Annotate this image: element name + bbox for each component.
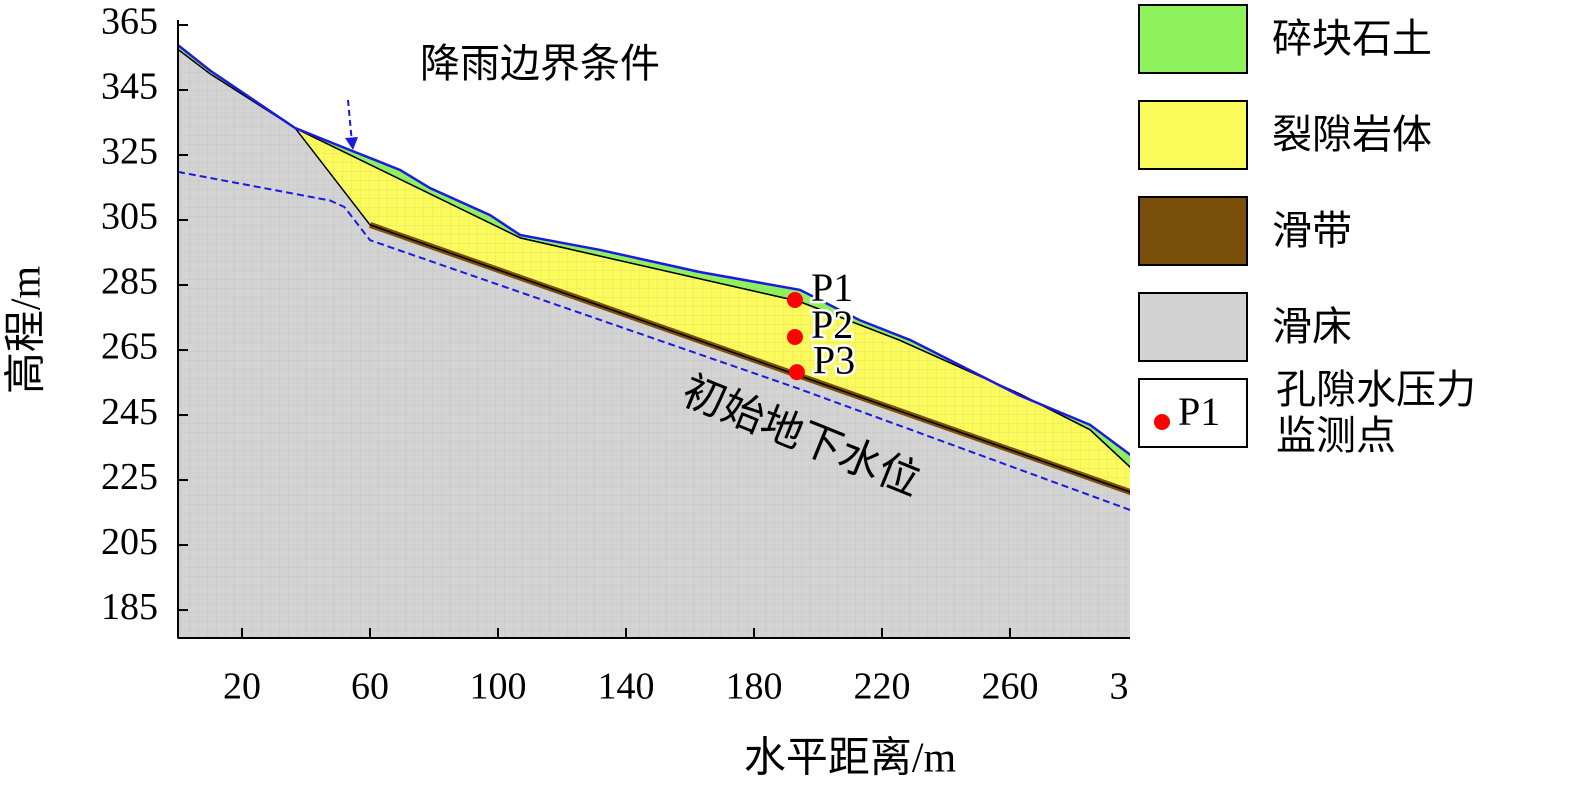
legend-sample-label: P1 [1178, 389, 1221, 434]
x-tick-label: 60 [351, 666, 389, 708]
legend: 碎块石土裂隙岩体滑带滑床 P1 孔隙水压力监测点 [1138, 4, 1568, 475]
x-axis-label: 水平距离/m [744, 735, 957, 782]
legend-swatch [1138, 100, 1248, 170]
x-tick-label: 300 [1110, 666, 1131, 708]
x-tick-label: 100 [470, 666, 527, 708]
legend-swatch: P1 [1138, 378, 1248, 448]
point-label: P2 [811, 302, 853, 347]
y-tick-label: 285 [101, 261, 158, 303]
y-tick-label: 225 [101, 456, 158, 498]
legend-label: 滑床 [1272, 304, 1352, 349]
monitoring-point [786, 291, 803, 308]
y-tick-label: 365 [101, 1, 158, 43]
y-tick-label: 185 [101, 586, 158, 628]
y-axis-label: 高程/m [4, 266, 50, 395]
monitoring-point [788, 364, 805, 381]
legend-label: 孔隙水压力监测点 [1276, 367, 1476, 458]
legend-item: P1 孔隙水压力监测点 [1138, 367, 1568, 458]
y-tick-label: 265 [101, 326, 158, 368]
rain-arrow [347, 99, 353, 144]
y-tick-label: 325 [101, 131, 158, 173]
rain-boundary [177, 44, 1130, 457]
legend-swatch [1138, 292, 1248, 362]
legend-item: 裂隙岩体 [1138, 100, 1568, 170]
y-tick-label: 205 [101, 521, 158, 563]
legend-dot [1154, 414, 1170, 430]
legend-label: 裂隙岩体 [1272, 112, 1432, 157]
rain-arrowhead [345, 137, 358, 150]
legend-item: 滑带 [1138, 196, 1568, 266]
rain-label: 降雨边界条件 [420, 41, 660, 86]
x-tick-label: 260 [982, 666, 1039, 708]
y-tick-label: 305 [101, 196, 158, 238]
point-label: P1 [811, 265, 853, 310]
legend-label: 碎块石土 [1272, 16, 1432, 61]
legend-label: 滑带 [1272, 208, 1352, 253]
x-tick-label: 20 [223, 666, 261, 708]
y-tick-label: 345 [101, 66, 158, 108]
x-tick-label: 140 [598, 666, 655, 708]
legend-item: 碎块石土 [1138, 4, 1568, 74]
x-tick-label: 180 [726, 666, 783, 708]
legend-swatch [1138, 196, 1248, 266]
mesh [295, 128, 1130, 492]
y-tick-label: 245 [101, 391, 158, 433]
legend-item: 滑床 [1138, 292, 1568, 362]
point-label: P3 [813, 337, 855, 382]
legend-swatch [1138, 4, 1248, 74]
mesh [178, 45, 1130, 638]
groundwater-line [177, 170, 1130, 512]
monitoring-point [786, 329, 803, 346]
x-tick-label: 220 [854, 666, 911, 708]
